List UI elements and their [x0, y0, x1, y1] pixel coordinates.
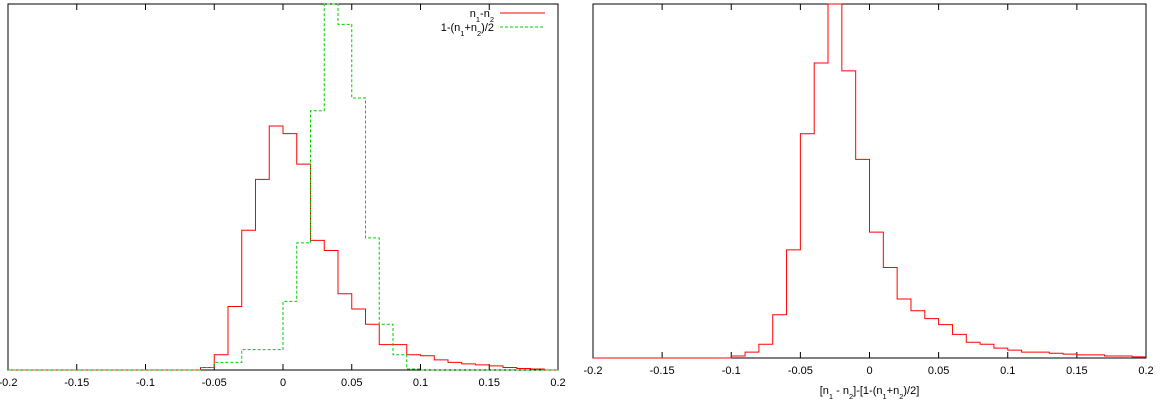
x-tick-label: -0.2 — [584, 365, 603, 377]
x-tick-label: -0.1 — [136, 377, 155, 389]
histogram-series-1 — [8, 125, 558, 371]
x-tick-label: -0.15 — [650, 365, 675, 377]
x-tick-label: -0.2 — [0, 377, 17, 389]
legend-label: n1-n2 — [470, 8, 494, 24]
x-tick-label: 0.15 — [479, 377, 500, 389]
x-tick-label: -0.05 — [788, 365, 813, 377]
histogram-series-2 — [8, 3, 558, 371]
plot-frame — [7, 3, 559, 371]
x-tick-label: 0.05 — [341, 377, 362, 389]
chart-panel-2: -0.2 -0.15 -0.1 -0.05 0 0.05 0.1 0.15 0.2 [n1 - n… — [584, 3, 1154, 401]
histogram-series-1 — [593, 3, 1146, 359]
x-tick-label: 0.1 — [413, 377, 428, 389]
x-tick-label: -0.15 — [64, 377, 89, 389]
x-tick-label: 0 — [280, 377, 286, 389]
x-tick-label: 0.05 — [928, 365, 949, 377]
x-tick-label: 0.2 — [550, 377, 565, 389]
chart-panel-1: -0.2 -0.15 -0.1 -0.05 0 0.05 0.1 0.15 0.2 n1-n21-… — [0, 3, 566, 389]
x-tick-label: -0.05 — [202, 377, 227, 389]
x-tick-label: 0.2 — [1138, 365, 1153, 377]
x-axis-label: [n1 - n2]-[1-(n1+n2)/2] — [820, 385, 920, 401]
x-tick-label: 0.15 — [1066, 365, 1087, 377]
x-tick-label: 0 — [866, 365, 872, 377]
x-tick-label: -0.1 — [722, 365, 741, 377]
x-tick-label: 0.1 — [1000, 365, 1015, 377]
legend-label: 1-(n1+n2)/2 — [441, 22, 494, 38]
